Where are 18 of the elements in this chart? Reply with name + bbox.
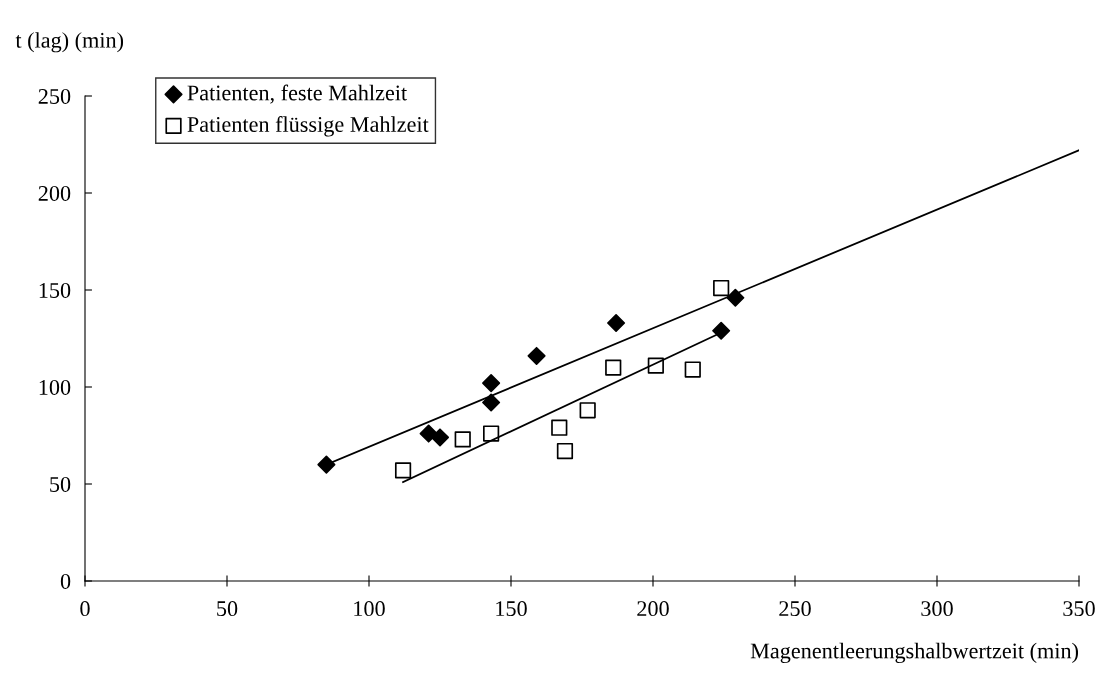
legend-label: Patienten, feste Mahlzeit [187, 84, 408, 104]
x-tick-label: 250 [779, 601, 811, 617]
y-tick-label: 100 [39, 379, 71, 395]
y-tick-label: 200 [38, 185, 71, 201]
x-tick-label: 50 [217, 601, 238, 617]
x-tick-label: 0 [80, 601, 90, 617]
x-tick-label: 200 [637, 601, 669, 617]
x-tick-label: 150 [496, 601, 527, 617]
x-tick-label: 300 [921, 601, 953, 617]
y-tick-label: 150 [39, 282, 71, 298]
y-tick-label: 250 [38, 88, 71, 104]
legend-label: Patienten flüssige Mahlzeit [187, 116, 429, 137]
y-tick-label: 50 [50, 476, 71, 492]
x-tick-label: 100 [354, 601, 385, 617]
x-tick-label: 350 [1063, 601, 1095, 617]
y-tick-label: 0 [60, 573, 71, 589]
y-axis-title: t (lag) (min) [15, 32, 124, 53]
x-axis-title: Magenentleerungshalbwertzeit (min) [750, 642, 1079, 664]
